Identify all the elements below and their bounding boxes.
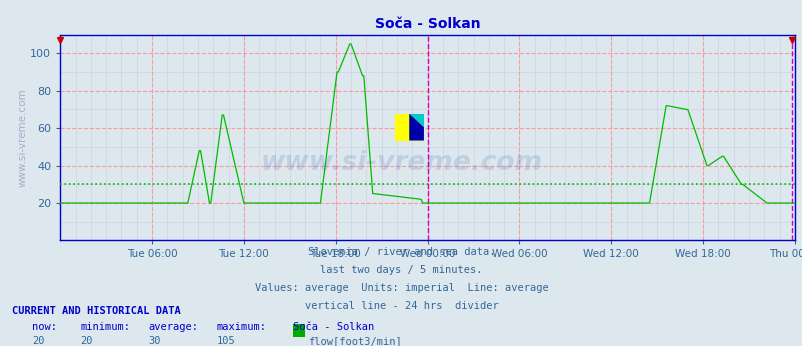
Text: 105: 105 (217, 336, 235, 346)
Text: average:: average: (148, 322, 198, 333)
Text: 30: 30 (148, 336, 161, 346)
Text: last two days / 5 minutes.: last two days / 5 minutes. (320, 265, 482, 275)
Text: Soča - Solkan: Soča - Solkan (293, 322, 374, 333)
Y-axis label: www.si-vreme.com: www.si-vreme.com (18, 88, 27, 187)
Text: flow[foot3/min]: flow[foot3/min] (307, 336, 401, 346)
Text: vertical line - 24 hrs  divider: vertical line - 24 hrs divider (304, 301, 498, 311)
Text: 20: 20 (32, 336, 45, 346)
Text: Values: average  Units: imperial  Line: average: Values: average Units: imperial Line: av… (254, 283, 548, 293)
Text: now:: now: (32, 322, 57, 333)
Text: maximum:: maximum: (217, 322, 266, 333)
Text: Slovenia / river and sea data.: Slovenia / river and sea data. (307, 247, 495, 257)
Text: 20: 20 (80, 336, 93, 346)
Text: www.si-vreme.com: www.si-vreme.com (260, 149, 542, 176)
Text: minimum:: minimum: (80, 322, 130, 333)
Text: CURRENT AND HISTORICAL DATA: CURRENT AND HISTORICAL DATA (12, 306, 180, 316)
Title: Soča - Solkan: Soča - Solkan (375, 17, 480, 31)
